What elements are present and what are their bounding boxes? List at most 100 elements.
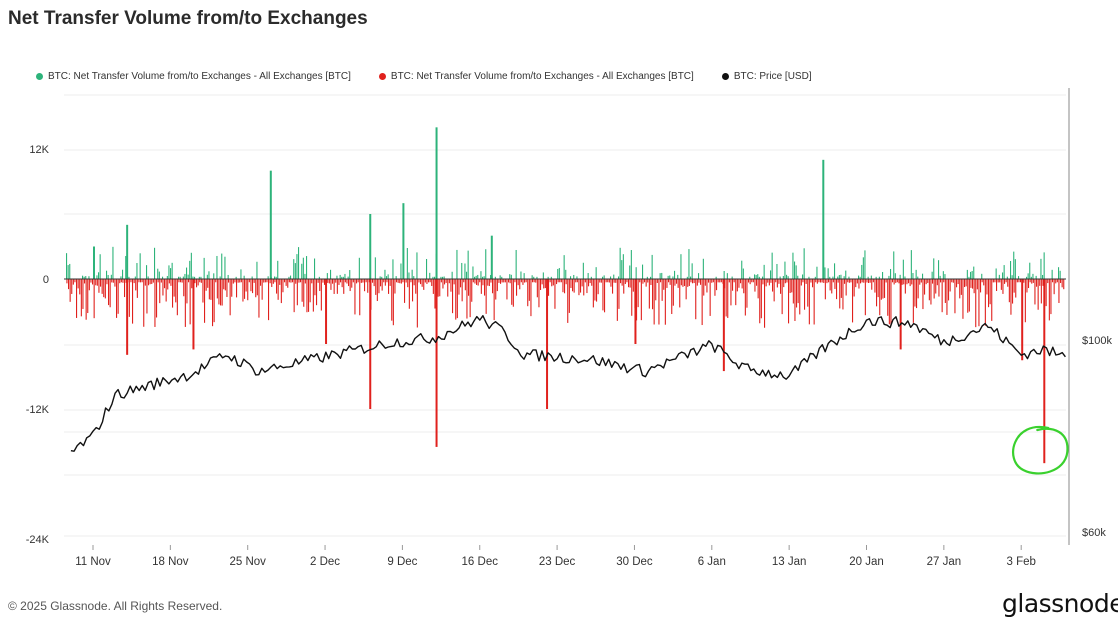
outflow-bar [826,279,828,284]
inflow-bar [563,255,565,279]
inflow-bar [499,275,501,279]
outflow-bar [615,279,617,283]
outflow-bar [970,279,972,288]
outflow-bar [820,279,822,283]
outflow-bar [802,279,804,283]
outflow-bar [768,279,770,286]
outflow-bar [276,279,278,294]
outflow-bar [989,279,991,305]
y-tick-label-left: 12K [29,144,49,156]
outflow-bar [181,279,183,283]
outflow-bar [317,279,319,283]
legend-dot-inflow [36,72,43,80]
outflow-bar [663,279,665,290]
inflow-bar [187,274,189,279]
outflow-bar [468,279,470,296]
inflow-bar [184,273,186,279]
inflow-bar [843,276,845,279]
inflow-bar [461,262,463,279]
outflow-bar [103,279,105,298]
outflow-bar [1042,279,1044,286]
outflow-bar [648,279,650,309]
outflow-bar [288,279,290,283]
outflow-bar [1026,279,1028,293]
outflow-bar [426,279,428,284]
inflow-bar [691,263,693,279]
outflow-bar [1007,279,1009,287]
outflow-bar [197,279,199,286]
outflow-bar [456,279,458,319]
outflow-bar [149,279,151,285]
legend-item-outflow[interactable]: BTC: Net Transfer Volume from/to Exchang… [378,69,694,83]
legend-label-outflow: BTC: Net Transfer Volume from/to Exchang… [390,70,694,82]
outflow-bar [309,279,311,303]
outflow-bar [903,279,905,285]
outflow-bar [352,279,354,283]
outflow-bar [578,279,580,296]
inflow-bar [1043,252,1045,279]
inflow-bar [200,276,202,279]
outflow-bar [221,279,223,306]
inflow-bar [179,276,181,279]
legend-item-price[interactable]: BTC: Price [USD] [721,69,812,83]
legend-item-inflow[interactable]: BTC: Net Transfer Volume from/to Exchang… [36,69,351,83]
inflow-bar [803,248,805,279]
outflow-bar [119,279,121,284]
inflow-bar [893,251,895,279]
outflow-bar [336,279,338,294]
outflow-bar [248,279,250,283]
outflow-bar [277,279,279,300]
outflow-spike [1021,279,1024,361]
outflow-bar [629,279,631,288]
inflow-bar [392,259,394,279]
outflow-bar [408,279,410,309]
outflow-bar [864,279,866,316]
axes: 12K 0 -12K -24K $100k $60k 11 Nov 18 Nov 25 Nov 2… [26,88,1112,568]
outflow-bar [567,279,569,323]
outflow-bar [232,279,234,284]
outflow-bar [252,279,254,294]
footer-copyright: © 2025 Glassnode. All Rights Reserved. [8,599,223,613]
outflow-bar [812,279,814,288]
outflow-bar [810,279,812,283]
inflow-bar [384,269,386,279]
outflow-bar [570,279,572,289]
inflow-bar [344,273,346,279]
outflow-bar [682,279,684,287]
inflow-bar [995,268,997,279]
outflow-bar [608,279,610,283]
outflow-bar [676,279,678,284]
outflow-bar [218,279,220,305]
outflow-bar [285,279,287,286]
outflow-bar [152,279,154,283]
inflow-bar [296,254,298,279]
inflow-bar [726,273,728,279]
inflow-bar [482,276,484,279]
inflow-bar [477,274,479,279]
outflow-bar [1020,279,1022,283]
outflow-bar [237,279,239,283]
outflow-bar [312,279,314,312]
inflow-bar [565,269,567,279]
inflow-bar [882,271,884,279]
outflow-bar [842,279,844,310]
outflow-bar [557,279,559,283]
outflow-spike [192,279,195,350]
inflow-bar [122,269,124,279]
outflow-bar [407,279,409,288]
inflow-bar [451,271,453,279]
outflow-bar [645,279,647,287]
outflow-bar [242,279,244,302]
outflow-bar [975,279,977,328]
outflow-bar [359,279,361,316]
outflow-bar [794,279,796,322]
inflow-bar [440,276,442,279]
inflow-bar [1006,276,1008,279]
inflow-bar [862,257,864,279]
outflow-bar [1039,279,1041,286]
outflow-bar [1013,279,1015,293]
outflow-bar [778,279,780,284]
outflow-bar [693,279,695,284]
outflow-bar [613,279,615,283]
outflow-bar [432,279,434,294]
